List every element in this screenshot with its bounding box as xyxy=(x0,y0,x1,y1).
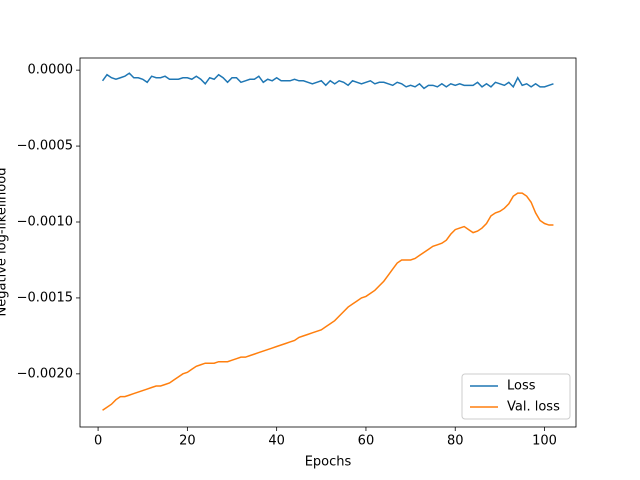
x-tick-label: 40 xyxy=(268,434,285,449)
x-axis-label: Epochs xyxy=(305,455,352,470)
y-axis-label: Negative log-likelihood xyxy=(0,168,10,317)
axes-frame xyxy=(79,57,577,428)
y-tick-label: 0.0000 xyxy=(28,63,74,78)
legend-label: Val. loss xyxy=(507,400,560,415)
y-tick-label: −0.0015 xyxy=(17,290,73,305)
x-tick-label: 80 xyxy=(447,434,464,449)
line-series xyxy=(102,192,554,411)
x-tick-label: 60 xyxy=(358,434,375,449)
x-tick-label: 20 xyxy=(179,434,196,449)
y-tick-label: −0.0020 xyxy=(17,366,73,381)
y-tick-label: −0.0005 xyxy=(17,139,73,154)
line-series xyxy=(101,72,554,90)
x-tick-label: 100 xyxy=(532,434,557,449)
y-tick-label: −0.0010 xyxy=(17,215,73,230)
x-tick-label: 0 xyxy=(94,434,102,449)
legend-label: Loss xyxy=(507,379,536,394)
